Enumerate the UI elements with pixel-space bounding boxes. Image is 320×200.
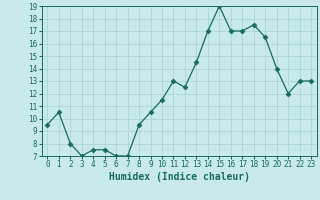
X-axis label: Humidex (Indice chaleur): Humidex (Indice chaleur) <box>109 172 250 182</box>
